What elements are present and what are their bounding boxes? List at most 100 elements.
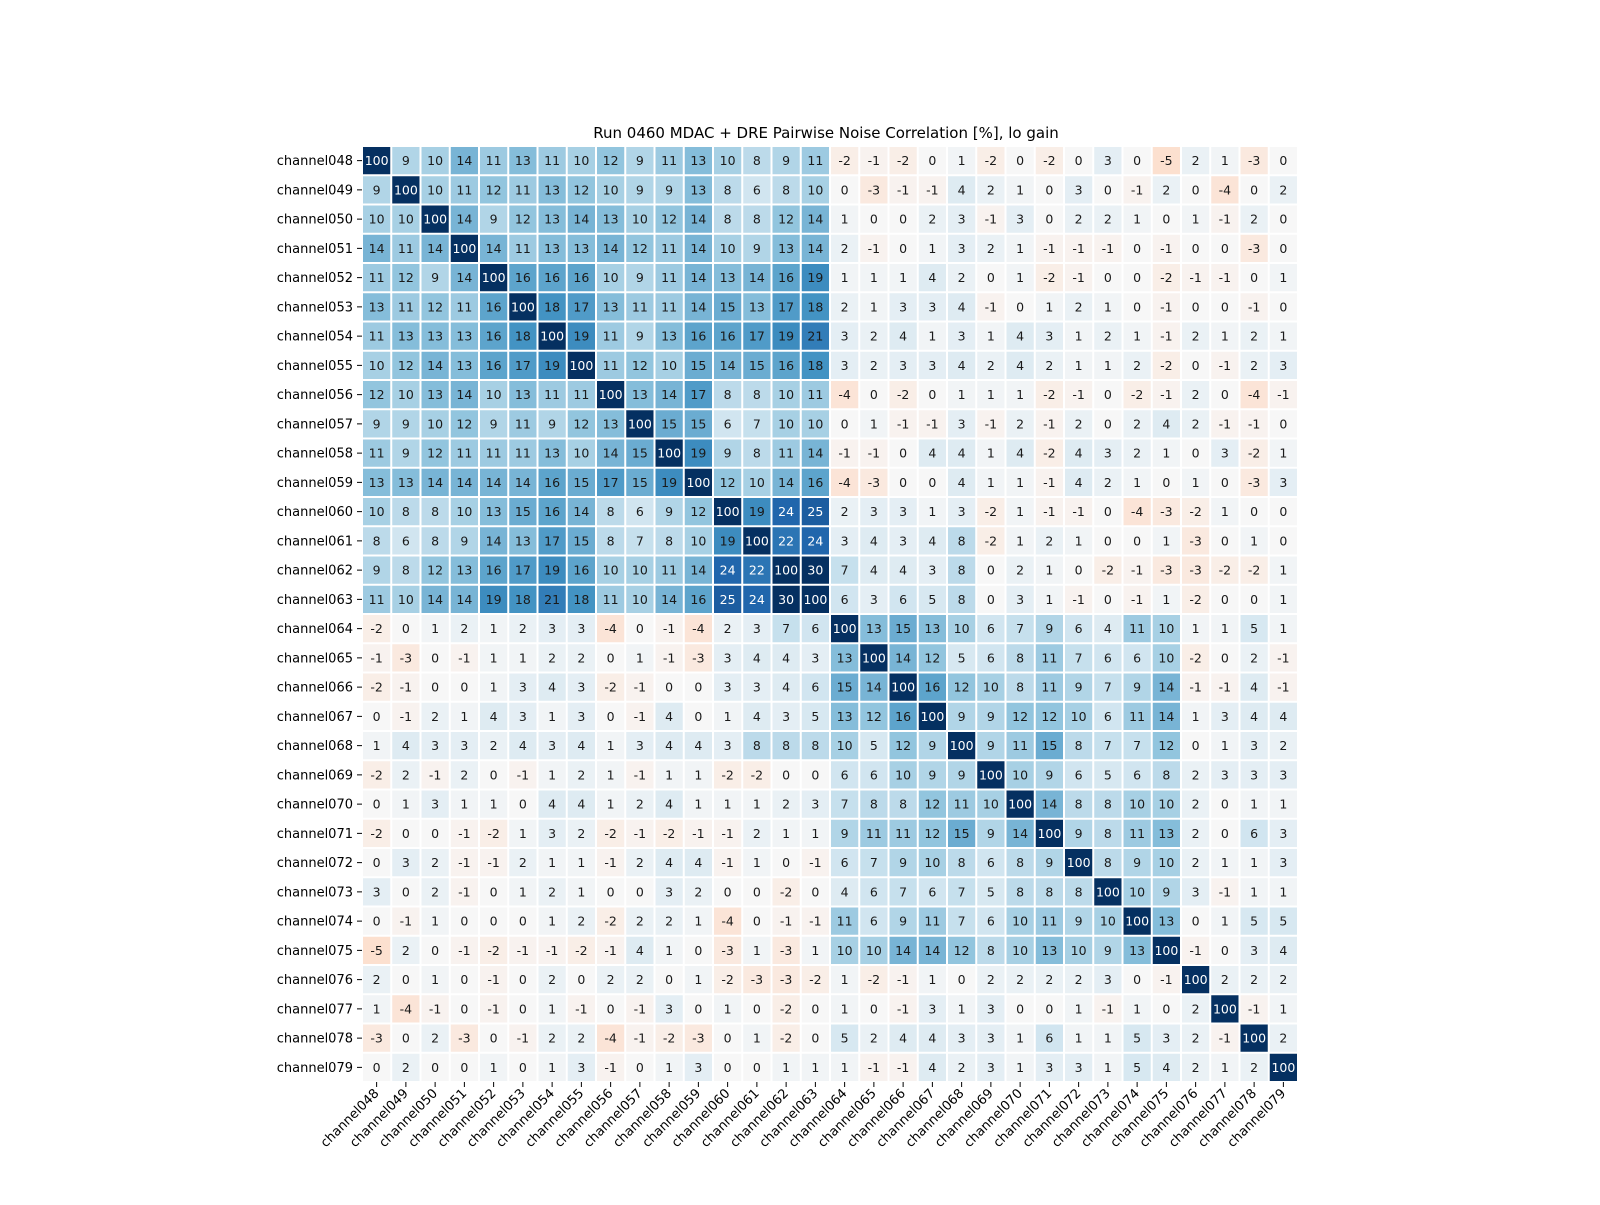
cell-value-label: -1 bbox=[1072, 270, 1084, 285]
cell-value-label: 8 bbox=[958, 855, 966, 870]
cell-value-label: 0 bbox=[1279, 504, 1287, 519]
heatmap-cell-channel054-channel071 bbox=[1035, 322, 1063, 350]
heatmap-cell-channel066-channel064 bbox=[831, 673, 859, 701]
cell-value-label: 100 bbox=[394, 182, 418, 197]
cell-value-label: 1 bbox=[607, 767, 615, 782]
cell-value-label: 14 bbox=[690, 299, 706, 314]
cell-value-label: 18 bbox=[544, 299, 560, 314]
cell-value-label: 8 bbox=[1016, 650, 1024, 665]
cell-value-label: 3 bbox=[665, 884, 673, 899]
cell-value-label: 100 bbox=[979, 767, 1003, 782]
heatmap-cell-channel051-channel076 bbox=[1182, 234, 1210, 262]
heatmap-cell-channel069-channel054 bbox=[538, 761, 566, 789]
cell-value-label: 15 bbox=[895, 621, 911, 636]
cell-value-label: 0 bbox=[402, 884, 410, 899]
cell-value-label: 10 bbox=[398, 592, 414, 607]
cell-value-label: 13 bbox=[749, 299, 765, 314]
heatmap-cell-channel064-channel051 bbox=[450, 615, 478, 643]
heatmap-cell-channel078-channel060 bbox=[714, 1024, 742, 1052]
cell-value-label: 0 bbox=[899, 475, 907, 490]
cell-value-label: 7 bbox=[1016, 621, 1024, 636]
cell-value-label: -1 bbox=[487, 972, 499, 987]
cell-value-label: 5 bbox=[841, 1031, 849, 1046]
heatmap-cell-channel067-channel074 bbox=[1123, 702, 1151, 730]
cell-value-label: 0 bbox=[811, 884, 819, 899]
heatmap-cell-channel066-channel063 bbox=[801, 673, 829, 701]
heatmap-cell-channel048-channel076 bbox=[1182, 147, 1210, 175]
heatmap-cell-channel065-channel061 bbox=[743, 644, 771, 672]
cell-value-label: 8 bbox=[1045, 884, 1053, 899]
heatmap-cell-channel065-channel068 bbox=[948, 644, 976, 672]
cell-value-label: -2 bbox=[370, 621, 382, 636]
cell-value-label: 3 bbox=[548, 621, 556, 636]
cell-value-label: 4 bbox=[928, 533, 936, 548]
cell-value-label: 13 bbox=[515, 533, 531, 548]
cell-value-label: 13 bbox=[369, 475, 385, 490]
cell-value-label: 2 bbox=[1221, 972, 1229, 987]
heatmap-cell-channel063-channel061 bbox=[743, 585, 771, 613]
heatmap-cell-channel079-channel048 bbox=[363, 1053, 391, 1081]
heatmap-cell-channel078-channel079 bbox=[1269, 1024, 1297, 1052]
heatmap-cell-channel075-channel073 bbox=[1094, 936, 1122, 964]
cell-value-label: 0 bbox=[1221, 533, 1229, 548]
heatmap-cell-channel052-channel069 bbox=[977, 264, 1005, 292]
cell-value-label: 19 bbox=[661, 475, 677, 490]
cell-value-label: -1 bbox=[370, 650, 382, 665]
cell-value-label: 1 bbox=[1192, 621, 1200, 636]
cell-value-label: -1 bbox=[634, 680, 646, 695]
cell-value-label: 6 bbox=[987, 621, 995, 636]
heatmap-cell-channel050-channel049 bbox=[392, 205, 420, 233]
cell-value-label: 4 bbox=[665, 855, 673, 870]
heatmap-cell-channel053-channel071 bbox=[1035, 293, 1063, 321]
cell-value-label: 4 bbox=[958, 299, 966, 314]
heatmap-cell-channel057-channel065 bbox=[860, 410, 888, 438]
cell-value-label: 4 bbox=[694, 855, 702, 870]
heatmap-cell-channel079-channel073 bbox=[1094, 1053, 1122, 1081]
heatmap-cell-channel057-channel073 bbox=[1094, 410, 1122, 438]
cell-value-label: 2 bbox=[1192, 855, 1200, 870]
cell-value-label: 3 bbox=[753, 680, 761, 695]
heatmap-cell-channel078-channel065 bbox=[860, 1024, 888, 1052]
cell-value-label: 8 bbox=[753, 153, 761, 168]
cell-value-label: 13 bbox=[486, 504, 502, 519]
cell-value-label: 0 bbox=[724, 884, 732, 899]
cell-value-label: 0 bbox=[1162, 475, 1170, 490]
heatmap-cell-channel073-channel052 bbox=[480, 878, 508, 906]
heatmap-cell-channel072-channel072 bbox=[1065, 849, 1093, 877]
cell-value-label: -1 bbox=[1131, 592, 1143, 607]
cell-value-label: 1 bbox=[753, 1031, 761, 1046]
cell-value-label: 10 bbox=[1100, 914, 1116, 929]
heatmap-cell-channel070-channel055 bbox=[567, 790, 595, 818]
cell-value-label: 13 bbox=[603, 299, 619, 314]
heatmap-cell-channel071-channel052 bbox=[480, 819, 508, 847]
cell-value-label: 0 bbox=[519, 797, 527, 812]
heatmap-cell-channel065-channel077 bbox=[1211, 644, 1239, 672]
cell-value-label: -1 bbox=[1072, 592, 1084, 607]
cell-value-label: 1 bbox=[694, 972, 702, 987]
cell-value-label: 16 bbox=[895, 709, 911, 724]
y-tick-label: channel078 bbox=[277, 1032, 353, 1047]
heatmap-cell-channel072-channel065 bbox=[860, 849, 888, 877]
heatmap-cell-channel056-channel065 bbox=[860, 381, 888, 409]
heatmap-cell-channel068-channel054 bbox=[538, 732, 566, 760]
cell-value-label: 1 bbox=[1250, 797, 1258, 812]
heatmap-cell-channel056-channel066 bbox=[889, 381, 917, 409]
cell-value-label: 0 bbox=[694, 943, 702, 958]
heatmap-cell-channel055-channel073 bbox=[1094, 351, 1122, 379]
cell-value-label: 2 bbox=[1279, 972, 1287, 987]
heatmap-cell-channel052-channel053 bbox=[509, 264, 537, 292]
heatmap-cell-channel067-channel072 bbox=[1065, 702, 1093, 730]
heatmap-cell-channel071-channel051 bbox=[450, 819, 478, 847]
cell-value-label: 0 bbox=[899, 241, 907, 256]
heatmap-cell-channel071-channel075 bbox=[1152, 819, 1180, 847]
heatmap-cell-channel072-channel052 bbox=[480, 849, 508, 877]
heatmap-cell-channel064-channel069 bbox=[977, 615, 1005, 643]
heatmap-cell-channel072-channel051 bbox=[450, 849, 478, 877]
cell-value-label: 8 bbox=[402, 563, 410, 578]
heatmap-cell-channel048-channel052 bbox=[480, 147, 508, 175]
cell-value-label: 0 bbox=[490, 1031, 498, 1046]
heatmap-cell-channel054-channel067 bbox=[918, 322, 946, 350]
cell-value-label: 7 bbox=[1133, 738, 1141, 753]
heatmap-cell-channel051-channel064 bbox=[831, 234, 859, 262]
cell-value-label: 3 bbox=[1250, 943, 1258, 958]
